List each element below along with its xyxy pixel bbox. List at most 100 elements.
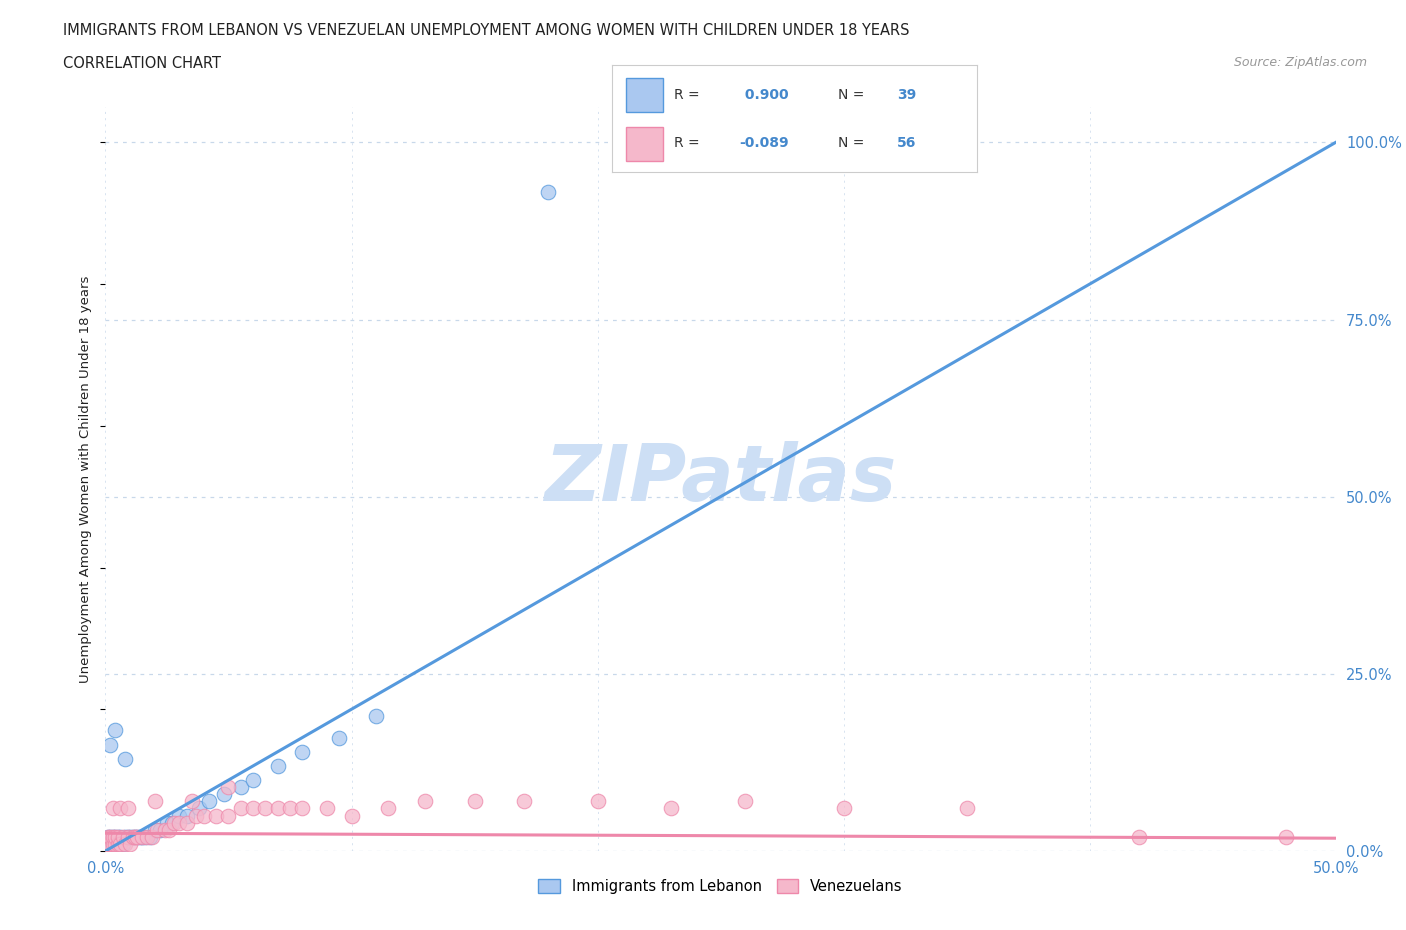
Point (101, 830, 124, 844)
Point (254, 801, 277, 816)
Y-axis label: Unemployment Among Women with Children Under 18 years: Unemployment Among Women with Children U… (79, 275, 93, 683)
Text: R =: R = (673, 136, 699, 150)
Point (97, 836, 120, 851)
Point (120, 836, 141, 851)
Point (110, 836, 132, 851)
Point (107, 836, 129, 851)
Point (218, 808, 240, 823)
Point (111, 836, 134, 851)
Point (101, 801, 124, 816)
Point (315, 801, 337, 816)
Point (114, 751, 136, 766)
Point (278, 801, 301, 816)
Point (212, 787, 235, 802)
Point (131, 830, 153, 844)
Point (1128, 830, 1150, 844)
Point (104, 723, 127, 737)
Point (98, 737, 122, 752)
Point (242, 801, 264, 816)
Point (107, 836, 129, 851)
Point (291, 801, 314, 816)
Point (197, 794, 221, 809)
Text: -0.089: -0.089 (740, 136, 789, 150)
Point (101, 836, 124, 851)
Point (176, 816, 198, 830)
Point (98, 830, 122, 844)
Point (377, 801, 399, 816)
Point (176, 808, 198, 823)
Point (114, 830, 136, 844)
Point (149, 822, 172, 837)
Text: CORRELATION CHART: CORRELATION CHART (63, 56, 221, 71)
Point (121, 830, 143, 844)
Point (163, 816, 186, 830)
Point (131, 830, 153, 844)
Point (124, 830, 146, 844)
Point (229, 779, 252, 794)
Point (97, 830, 120, 844)
Point (229, 801, 252, 816)
Point (956, 801, 979, 816)
Point (124, 830, 146, 844)
Point (101, 836, 124, 851)
Point (661, 801, 683, 816)
FancyBboxPatch shape (626, 127, 662, 162)
Point (193, 808, 215, 823)
Text: N =: N = (838, 136, 865, 150)
Point (104, 830, 127, 844)
Point (117, 830, 139, 844)
Point (291, 744, 314, 759)
Point (97, 830, 120, 844)
Point (159, 822, 180, 837)
Point (415, 794, 437, 809)
Point (513, 794, 536, 809)
FancyBboxPatch shape (626, 78, 662, 113)
Point (169, 816, 191, 830)
Point (160, 816, 183, 830)
Text: ZIPatlas: ZIPatlas (544, 441, 897, 517)
Point (117, 830, 139, 844)
Point (1275, 830, 1298, 844)
Point (110, 801, 132, 816)
Point (120, 830, 141, 844)
Point (267, 801, 290, 816)
Text: 0.900: 0.900 (740, 87, 789, 101)
Text: 39: 39 (897, 87, 915, 101)
Point (328, 730, 350, 745)
Point (110, 830, 132, 844)
Point (98, 830, 122, 844)
Point (832, 801, 855, 816)
Point (101, 830, 124, 844)
Point (111, 830, 134, 844)
Point (134, 830, 156, 844)
Point (104, 836, 127, 851)
Point (205, 808, 228, 823)
Point (107, 830, 129, 844)
Text: 56: 56 (897, 136, 917, 150)
Point (114, 836, 136, 851)
Point (98, 836, 122, 851)
Point (242, 773, 264, 788)
Point (117, 801, 139, 816)
Point (146, 822, 169, 837)
Point (104, 830, 127, 844)
Point (143, 794, 166, 809)
Point (129, 830, 152, 844)
Text: R =: R = (673, 87, 699, 101)
Point (218, 779, 240, 794)
Point (188, 801, 211, 816)
Point (153, 822, 176, 837)
Point (734, 794, 756, 809)
Text: Source: ZipAtlas.com: Source: ZipAtlas.com (1233, 56, 1367, 69)
Point (156, 816, 179, 830)
Point (586, 794, 609, 809)
Point (180, 794, 202, 809)
Legend: Immigrants from Lebanon, Venezuelans: Immigrants from Lebanon, Venezuelans (533, 872, 908, 899)
Point (138, 830, 162, 844)
Point (127, 830, 149, 844)
Point (127, 830, 149, 844)
Point (143, 822, 166, 837)
Point (98, 836, 122, 851)
Point (537, 184, 560, 199)
Point (121, 830, 143, 844)
